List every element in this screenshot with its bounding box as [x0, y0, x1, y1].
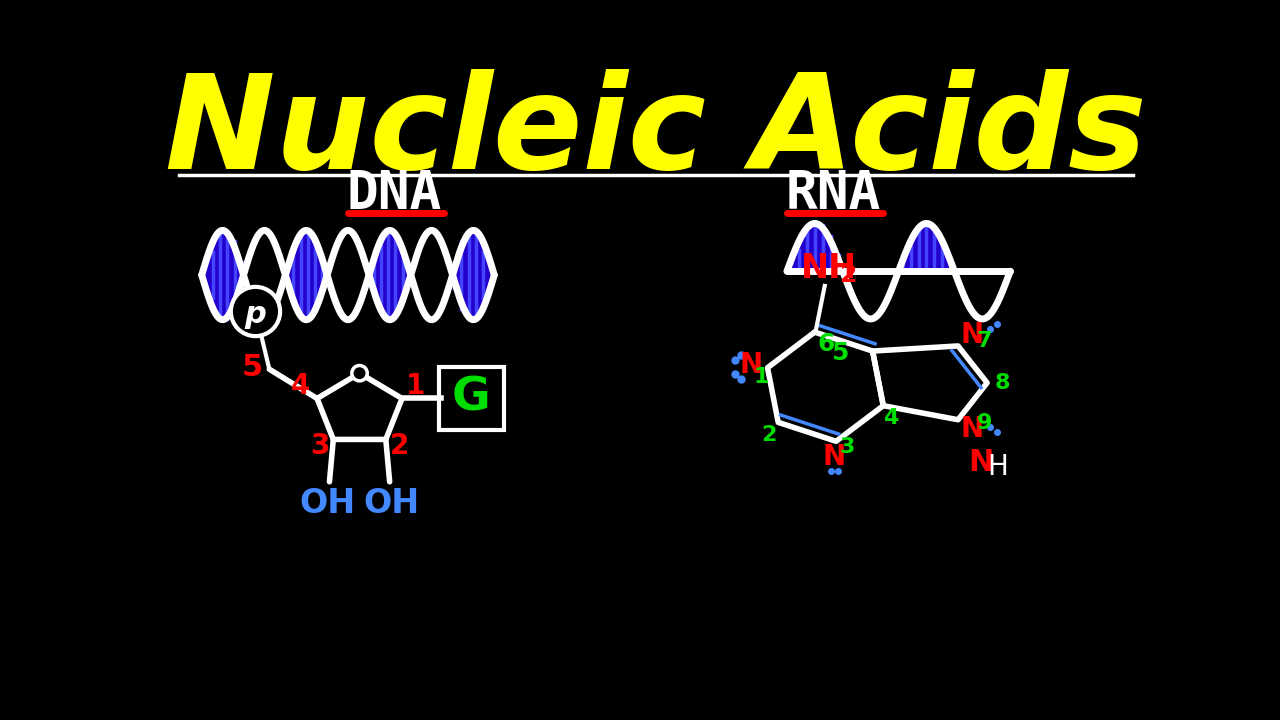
Text: N: N — [960, 321, 983, 349]
Text: 4: 4 — [883, 408, 899, 428]
Text: 2: 2 — [762, 425, 777, 445]
Circle shape — [352, 366, 367, 381]
Text: 2: 2 — [840, 263, 858, 287]
Text: N: N — [739, 351, 762, 379]
Text: 5: 5 — [831, 341, 849, 365]
Text: 2: 2 — [390, 431, 410, 459]
Text: RNA: RNA — [786, 168, 881, 220]
Text: 4: 4 — [291, 372, 310, 400]
Text: H: H — [988, 454, 1009, 482]
FancyBboxPatch shape — [439, 367, 503, 430]
Text: 5: 5 — [242, 354, 262, 382]
Circle shape — [230, 287, 280, 336]
Text: 6: 6 — [818, 332, 835, 356]
Text: 1: 1 — [754, 367, 769, 387]
Text: 3: 3 — [310, 431, 329, 459]
Text: 8: 8 — [995, 373, 1010, 393]
Text: 9: 9 — [977, 413, 992, 433]
Text: Nucleic Acids: Nucleic Acids — [165, 69, 1147, 196]
Text: p: p — [244, 300, 266, 329]
Text: OH: OH — [300, 487, 356, 520]
Text: N: N — [969, 448, 993, 477]
Text: DNA: DNA — [347, 168, 442, 220]
Text: N: N — [960, 415, 983, 443]
Text: 3: 3 — [840, 438, 855, 457]
Text: NH: NH — [800, 253, 856, 285]
Text: N: N — [823, 443, 846, 471]
Text: 7: 7 — [977, 331, 992, 351]
Text: G: G — [452, 376, 490, 421]
Text: 1: 1 — [406, 372, 425, 400]
Text: OH: OH — [364, 487, 420, 520]
